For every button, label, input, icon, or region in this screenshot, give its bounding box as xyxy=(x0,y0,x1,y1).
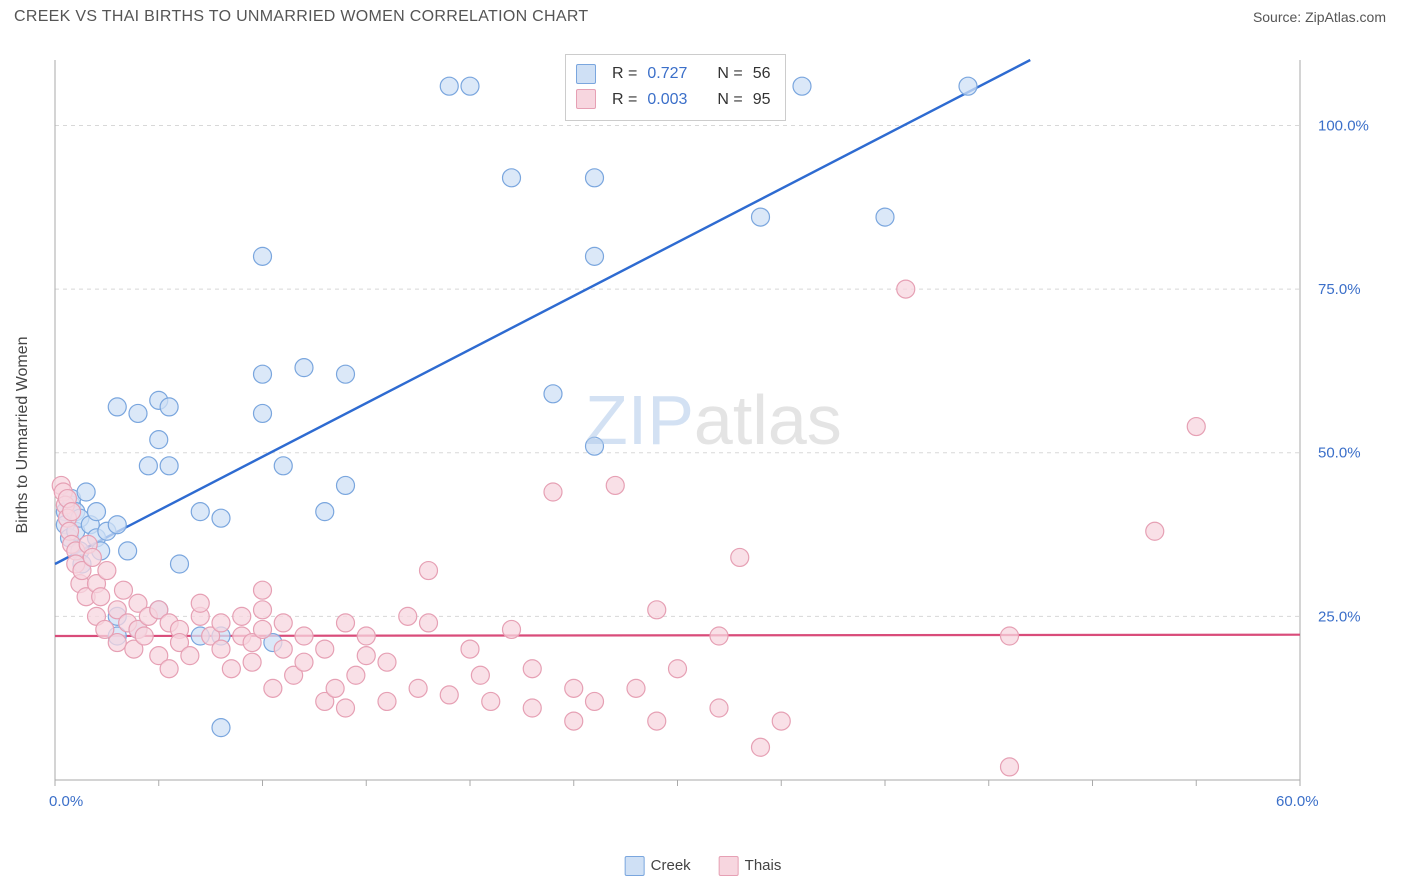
series-legend: Creek Thais xyxy=(625,856,782,876)
r-value-creek: 0.727 xyxy=(647,61,687,87)
n-label: N = xyxy=(717,61,742,87)
legend-label-thais: Thais xyxy=(745,857,782,874)
stat-swatch-creek xyxy=(576,64,596,84)
legend-swatch-creek xyxy=(625,856,645,876)
svg-text:60.0%: 60.0% xyxy=(1276,793,1319,810)
legend-label-creek: Creek xyxy=(651,857,691,874)
n-value-thais: 95 xyxy=(753,87,771,113)
scatter-plot: 25.0% 50.0% 75.0% 100.0% 0.0% 60.0% xyxy=(45,50,1385,820)
svg-text:25.0%: 25.0% xyxy=(1318,608,1361,625)
r-label: R = xyxy=(612,87,637,113)
legend-item-thais: Thais xyxy=(719,856,782,876)
r-value-thais: 0.003 xyxy=(647,87,687,113)
svg-text:100.0%: 100.0% xyxy=(1318,117,1369,134)
stat-row-creek: R = 0.727 N = 56 xyxy=(576,61,771,87)
svg-text:0.0%: 0.0% xyxy=(49,793,83,810)
correlation-stat-box: R = 0.727 N = 56 R = 0.003 N = 95 xyxy=(565,54,786,121)
svg-text:75.0%: 75.0% xyxy=(1318,281,1361,298)
legend-item-creek: Creek xyxy=(625,856,691,876)
source-label: Source: ZipAtlas.com xyxy=(1253,9,1386,25)
chart-title: CREEK VS THAI BIRTHS TO UNMARRIED WOMEN … xyxy=(14,8,589,26)
header-bar: CREEK VS THAI BIRTHS TO UNMARRIED WOMEN … xyxy=(0,0,1406,30)
legend-swatch-thais xyxy=(719,856,739,876)
r-label: R = xyxy=(612,61,637,87)
chart-area: Births to Unmarried Women 25.0%50.0%75.0… xyxy=(45,50,1385,820)
y-axis-label: Births to Unmarried Women xyxy=(14,336,32,533)
stat-swatch-thais xyxy=(576,89,596,109)
n-label: N = xyxy=(717,87,742,113)
stat-row-thais: R = 0.003 N = 95 xyxy=(576,87,771,113)
svg-text:50.0%: 50.0% xyxy=(1318,445,1361,462)
n-value-creek: 56 xyxy=(753,61,771,87)
